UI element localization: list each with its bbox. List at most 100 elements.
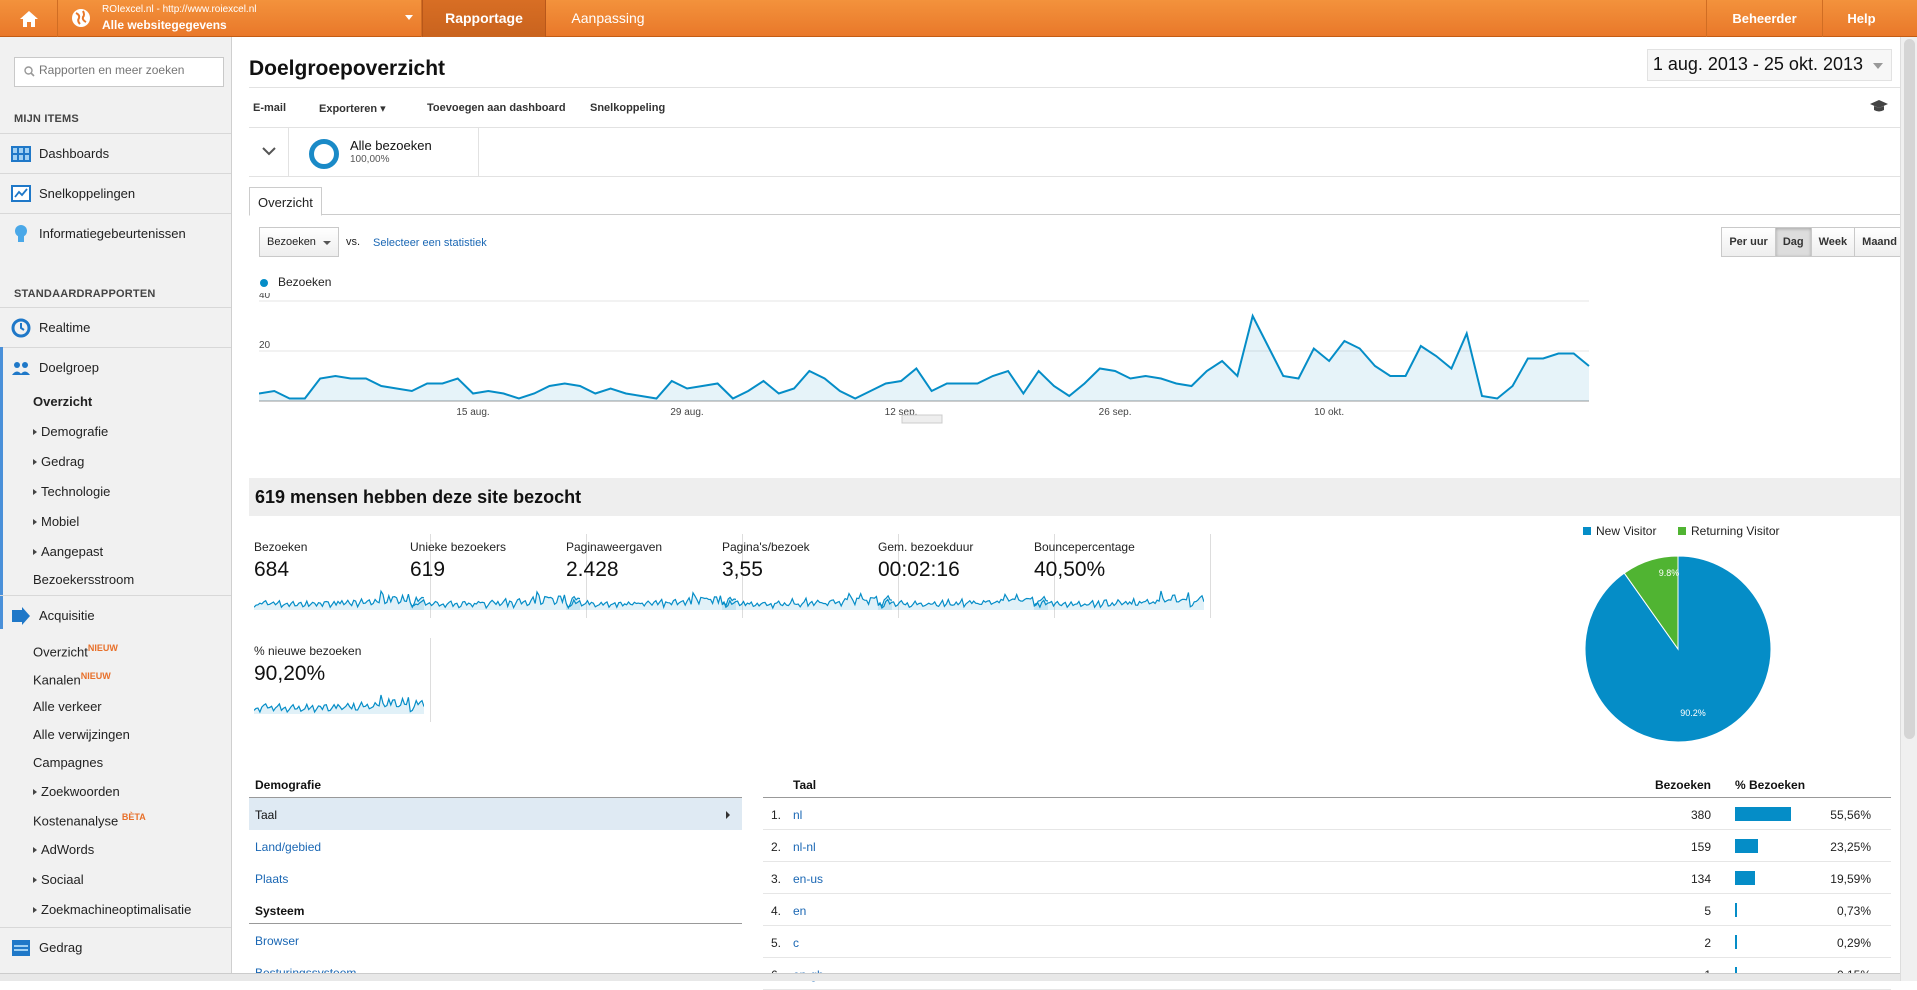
y-tick-label: 40 bbox=[259, 293, 271, 301]
home-icon[interactable] bbox=[0, 0, 58, 37]
demographics-item-country[interactable]: Land/gebied bbox=[249, 830, 742, 862]
chart-collapse-handle[interactable] bbox=[902, 415, 942, 423]
chevron-down-icon bbox=[405, 15, 413, 20]
granularity-hour[interactable]: Per uur bbox=[1722, 228, 1775, 256]
sidebar-sub-custom[interactable]: Aangepast bbox=[33, 544, 103, 559]
sidebar-sub-all-referrals[interactable]: Alle verwijzingen bbox=[33, 727, 130, 742]
segment-toggle[interactable] bbox=[249, 128, 289, 176]
sparkline bbox=[1034, 589, 1204, 611]
series-legend-marker bbox=[260, 279, 268, 287]
sidebar-sub-mobile[interactable]: Mobiel bbox=[33, 514, 79, 529]
top-bar: ROIexcel.nl - http://www.roiexcel.nl All… bbox=[0, 0, 1917, 37]
acquisition-icon bbox=[10, 605, 32, 627]
audience-icon bbox=[10, 357, 32, 379]
row-language-link[interactable]: en bbox=[793, 904, 806, 918]
date-range-picker[interactable]: 1 aug. 2013 - 25 okt. 2013 bbox=[1647, 49, 1892, 81]
sidebar-item-label: Dashboards bbox=[39, 146, 109, 161]
col-visits[interactable]: Bezoeken bbox=[1655, 778, 1711, 792]
sidebar-item-label: Informatiegebeurtenissen bbox=[39, 226, 186, 241]
chevron-down-icon bbox=[262, 147, 276, 156]
sidebar-sub-demographics[interactable]: Demografie bbox=[33, 424, 108, 439]
add-to-dashboard-button[interactable]: Toevoegen aan dashboard bbox=[427, 102, 566, 114]
metric-selector[interactable]: Bezoeken bbox=[259, 227, 339, 257]
stat-value: 00:02:16 bbox=[878, 558, 960, 582]
segment-all-visits[interactable]: Alle bezoeken 100,00% bbox=[289, 128, 479, 176]
sidebar-item-intelligence[interactable]: Informatiegebeurtenissen bbox=[0, 213, 231, 253]
sidebar-sub-seo[interactable]: Zoekmachineoptimalisatie bbox=[33, 902, 191, 917]
sidebar-item-realtime[interactable]: Realtime bbox=[0, 307, 231, 347]
page-scrollbar[interactable] bbox=[1900, 37, 1917, 981]
sidebar-sub-social[interactable]: Sociaal bbox=[33, 872, 84, 887]
sidebar-sub-behavior[interactable]: Gedrag bbox=[33, 454, 84, 469]
property-selector[interactable]: ROIexcel.nl - http://www.roiexcel.nl All… bbox=[58, 0, 422, 37]
row-share-bar bbox=[1735, 839, 1758, 853]
sidebar-item-behavior[interactable]: Gedrag bbox=[0, 927, 231, 967]
granularity-week[interactable]: Week bbox=[1811, 228, 1855, 256]
sidebar-sub-acq-overview[interactable]: OverzichtNIEUW bbox=[33, 643, 118, 659]
sidebar-item-shortcuts[interactable]: Snelkoppelingen bbox=[0, 173, 231, 213]
series-area bbox=[259, 316, 1589, 401]
sidebar-sub-keywords[interactable]: Zoekwoorden bbox=[33, 784, 120, 799]
stat-value: 90,20% bbox=[254, 662, 325, 686]
sidebar-sub-cost-analysis[interactable]: Kostenanalyse BÈTA bbox=[33, 812, 146, 828]
sidebar-sub-campaigns[interactable]: Campagnes bbox=[33, 755, 103, 770]
sidebar-item-dashboards[interactable]: Dashboards bbox=[0, 133, 231, 173]
row-language-link[interactable]: nl bbox=[793, 808, 802, 822]
pie-legend-new[interactable]: New Visitor bbox=[1583, 524, 1656, 538]
lightbulb-icon bbox=[10, 223, 32, 245]
segment-bar: Alle bezoeken 100,00% bbox=[249, 127, 1901, 177]
shortcut-button[interactable]: Snelkoppeling bbox=[590, 102, 665, 114]
tab-reporting[interactable]: Rapportage bbox=[422, 0, 546, 37]
row-language-link[interactable]: en-us bbox=[793, 872, 823, 886]
sidebar-sub-adwords[interactable]: AdWords bbox=[33, 842, 94, 857]
demographics-item-language[interactable]: Taal bbox=[249, 798, 742, 830]
visitors-banner: 619 mensen hebben deze site bezocht bbox=[249, 478, 1901, 516]
main-content: Doelgroepoverzicht 1 aug. 2013 - 25 okt.… bbox=[233, 37, 1917, 981]
row-index: 4. bbox=[771, 904, 781, 918]
sparkline bbox=[722, 589, 892, 611]
new-vs-returning-pie[interactable]: 90.2%9.8% bbox=[1583, 554, 1773, 744]
stat-tile[interactable]: Pagina's/bezoek 3,55 bbox=[717, 534, 899, 618]
col-visits-pct[interactable]: % Bezoeken bbox=[1735, 778, 1805, 792]
sparkline bbox=[254, 589, 424, 611]
email-button[interactable]: E-mail bbox=[253, 102, 286, 114]
sidebar-search[interactable] bbox=[14, 57, 224, 87]
granularity-month[interactable]: Maand bbox=[1854, 228, 1904, 256]
select-statistic-link[interactable]: Selecteer een statistiek bbox=[373, 237, 487, 249]
sidebar: MIJN ITEMS Dashboards Snelkoppelingen In… bbox=[0, 37, 232, 981]
tab-overview[interactable]: Overzicht bbox=[249, 187, 322, 216]
sidebar-sub-visitors-flow[interactable]: Bezoekersstroom bbox=[33, 572, 134, 587]
row-language-link[interactable]: c bbox=[793, 936, 799, 950]
x-tick-label: 29 aug. bbox=[670, 407, 703, 418]
scrollbar-thumb[interactable] bbox=[1904, 39, 1915, 739]
export-button[interactable]: Exporteren ▾ bbox=[319, 102, 386, 115]
tab-customization[interactable]: Aanpassing bbox=[546, 0, 670, 37]
stat-value: 3,55 bbox=[722, 558, 763, 582]
row-language-link[interactable]: nl-nl bbox=[793, 840, 816, 854]
help-link[interactable]: Help bbox=[1822, 0, 1900, 37]
sidebar-sub-technology[interactable]: Technologie bbox=[33, 484, 110, 499]
pie-label-returning: 9.8% bbox=[1659, 568, 1680, 578]
system-item-browser[interactable]: Browser bbox=[249, 924, 742, 956]
pie-legend-returning[interactable]: Returning Visitor bbox=[1678, 524, 1780, 538]
search-input[interactable] bbox=[39, 63, 219, 77]
sidebar-sub-all-traffic[interactable]: Alle verkeer bbox=[33, 699, 102, 714]
graduation-cap-icon[interactable] bbox=[1869, 99, 1889, 113]
admin-link[interactable]: Beheerder bbox=[1706, 0, 1822, 37]
sidebar-item-acquisition[interactable]: Acquisitie bbox=[0, 595, 231, 635]
sidebar-sub-channels[interactable]: KanalenNIEUW bbox=[33, 671, 111, 687]
granularity-day[interactable]: Dag bbox=[1775, 228, 1811, 256]
sidebar-item-audience[interactable]: Doelgroep bbox=[0, 347, 231, 387]
row-visits-pct: 0,73% bbox=[1837, 904, 1871, 918]
sidebar-sub-audience-overview[interactable]: Overzicht bbox=[33, 394, 92, 409]
demographics-item-city[interactable]: Plaats bbox=[249, 862, 742, 894]
stat-label: Pagina's/bezoek bbox=[722, 540, 810, 554]
system-item-os[interactable]: Besturingssysteem bbox=[249, 956, 742, 988]
